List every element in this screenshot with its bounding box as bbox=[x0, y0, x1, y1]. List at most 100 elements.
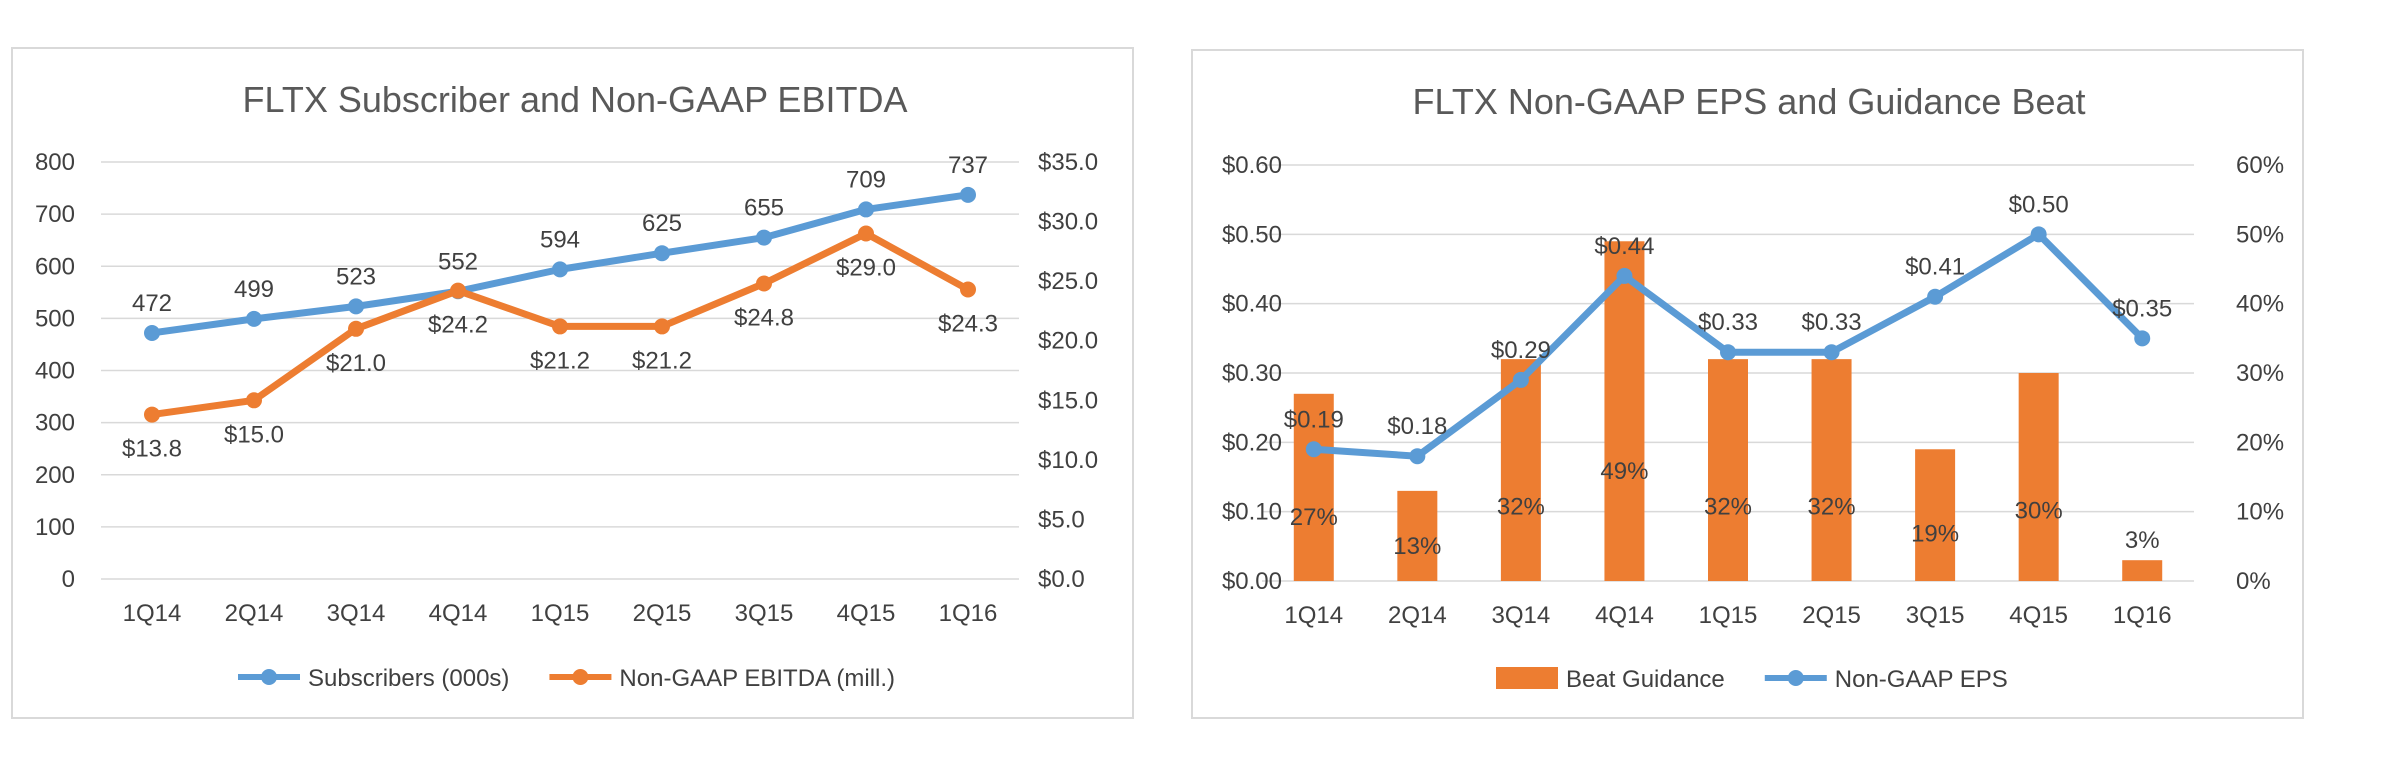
data-label: 499 bbox=[234, 276, 274, 303]
y-right-tick-label: $5.0 bbox=[1038, 506, 1085, 533]
data-label: $0.29 bbox=[1491, 337, 1551, 364]
data-label: $0.35 bbox=[2112, 295, 2172, 322]
y-left-tick-label: $0.40 bbox=[1222, 291, 1282, 318]
eps-guidance-chart-panel: FLTX Non-GAAP EPS and Guidance Beat $0.0… bbox=[1191, 49, 2304, 719]
data-label: 472 bbox=[132, 290, 172, 317]
data-label: $24.8 bbox=[734, 305, 794, 332]
data-point bbox=[756, 229, 772, 246]
data-label: 737 bbox=[948, 152, 988, 179]
data-point bbox=[1305, 441, 1322, 458]
y-left-tick-label: 0 bbox=[62, 566, 75, 593]
data-label: 3% bbox=[2125, 527, 2160, 554]
data-label: 594 bbox=[540, 226, 580, 253]
data-label: 32% bbox=[1808, 493, 1856, 520]
data-label: 552 bbox=[438, 248, 478, 275]
data-label: $29.0 bbox=[836, 254, 896, 281]
legend-marker bbox=[261, 669, 277, 685]
data-label: 32% bbox=[1704, 493, 1752, 520]
y-left-tick-label: 600 bbox=[35, 253, 75, 280]
y-right-tick-label: 20% bbox=[2236, 429, 2284, 456]
data-label: $21.2 bbox=[632, 347, 692, 374]
data-label: 625 bbox=[642, 210, 682, 237]
data-point bbox=[1823, 344, 1840, 361]
data-point bbox=[348, 298, 364, 315]
data-point bbox=[654, 245, 670, 262]
data-label: 30% bbox=[2015, 498, 2063, 525]
legend-swatch bbox=[1496, 667, 1558, 689]
y-right-tick-label: $20.0 bbox=[1038, 328, 1098, 355]
data-point bbox=[1616, 267, 1633, 284]
x-tick-label: 4Q15 bbox=[2009, 602, 2068, 629]
data-label: 27% bbox=[1290, 504, 1338, 531]
bar bbox=[1293, 393, 1334, 581]
legend-marker bbox=[572, 669, 589, 685]
data-label: 49% bbox=[1600, 458, 1648, 485]
chart-title: FLTX Non-GAAP EPS and Guidance Beat bbox=[1412, 81, 2085, 122]
data-label: 709 bbox=[846, 166, 886, 193]
y-right-tick-label: $30.0 bbox=[1038, 209, 1098, 236]
data-point bbox=[1512, 371, 1529, 388]
data-point bbox=[450, 282, 466, 299]
subscriber-ebitda-chart: FLTX Subscriber and Non-GAAP EBITDA 0 100… bbox=[35, 79, 1098, 692]
y-right-tick-label: $10.0 bbox=[1038, 447, 1098, 474]
data-point bbox=[858, 225, 874, 242]
data-label: $0.41 bbox=[1905, 254, 1965, 281]
data-label: $24.3 bbox=[938, 310, 998, 337]
data-point bbox=[1720, 344, 1736, 361]
data-label: $24.2 bbox=[428, 312, 488, 339]
y-left-tick-label: $0.50 bbox=[1222, 221, 1282, 248]
data-label: $0.44 bbox=[1594, 233, 1654, 260]
data-label: $0.33 bbox=[1698, 309, 1758, 336]
data-point bbox=[144, 406, 160, 423]
y-right-tick-label: 50% bbox=[2236, 221, 2284, 248]
data-point bbox=[2134, 330, 2151, 347]
x-tick-label: 3Q15 bbox=[735, 600, 794, 627]
data-point bbox=[756, 275, 772, 292]
y-left-tick-label: 200 bbox=[35, 462, 75, 489]
data-label: $13.8 bbox=[122, 436, 182, 463]
data-point bbox=[960, 186, 976, 203]
x-tick-label: 1Q16 bbox=[939, 600, 998, 627]
bar bbox=[1604, 241, 1645, 581]
bar bbox=[1915, 449, 1956, 581]
legend-label: Non-GAAP EBITDA (mill.) bbox=[619, 665, 895, 692]
data-label: $0.18 bbox=[1387, 413, 1447, 440]
bar bbox=[1397, 490, 1438, 581]
data-label: $0.19 bbox=[1284, 406, 1344, 433]
data-point bbox=[1927, 288, 1944, 305]
bar bbox=[1500, 359, 1541, 581]
data-point bbox=[2030, 226, 2047, 243]
data-label: $0.33 bbox=[1802, 309, 1862, 336]
y-left-tick-label: $0.00 bbox=[1222, 568, 1282, 595]
x-tick-label: 2Q15 bbox=[1802, 602, 1861, 629]
bar bbox=[1811, 359, 1852, 581]
legend-marker bbox=[1787, 670, 1804, 686]
data-point bbox=[1409, 448, 1426, 465]
x-tick-label: 3Q15 bbox=[1906, 602, 1965, 629]
x-tick-label: 3Q14 bbox=[1492, 602, 1551, 629]
y-right-tick-label: 40% bbox=[2236, 291, 2284, 318]
data-point bbox=[552, 261, 568, 278]
y-left-tick-label: 100 bbox=[35, 514, 75, 541]
y-right-tick-label: 10% bbox=[2236, 499, 2284, 526]
eps-guidance-chart: FLTX Non-GAAP EPS and Guidance Beat $0.0… bbox=[1222, 81, 2284, 693]
bar bbox=[2018, 373, 2059, 581]
y-left-tick-label: 300 bbox=[35, 410, 75, 437]
data-point bbox=[654, 318, 670, 335]
y-left-tick-label: $0.20 bbox=[1222, 429, 1282, 456]
data-point bbox=[246, 310, 262, 327]
x-tick-label: 3Q14 bbox=[327, 600, 386, 627]
data-point bbox=[348, 320, 364, 337]
chart-title: FLTX Subscriber and Non-GAAP EBITDA bbox=[243, 79, 908, 120]
x-tick-label: 2Q14 bbox=[1388, 602, 1447, 629]
x-tick-label: 2Q15 bbox=[633, 600, 692, 627]
y-right-tick-label: $0.0 bbox=[1038, 566, 1085, 593]
legend-label: Non-GAAP EPS bbox=[1835, 666, 2008, 693]
data-point bbox=[858, 201, 874, 218]
data-point bbox=[246, 392, 262, 409]
x-tick-label: 1Q14 bbox=[123, 600, 182, 627]
y-left-tick-label: 400 bbox=[35, 358, 75, 385]
subscriber-ebitda-chart-panel: FLTX Subscriber and Non-GAAP EBITDA 0 100… bbox=[11, 47, 1134, 719]
data-label: 19% bbox=[1911, 520, 1959, 547]
x-tick-label: 1Q15 bbox=[1699, 602, 1758, 629]
